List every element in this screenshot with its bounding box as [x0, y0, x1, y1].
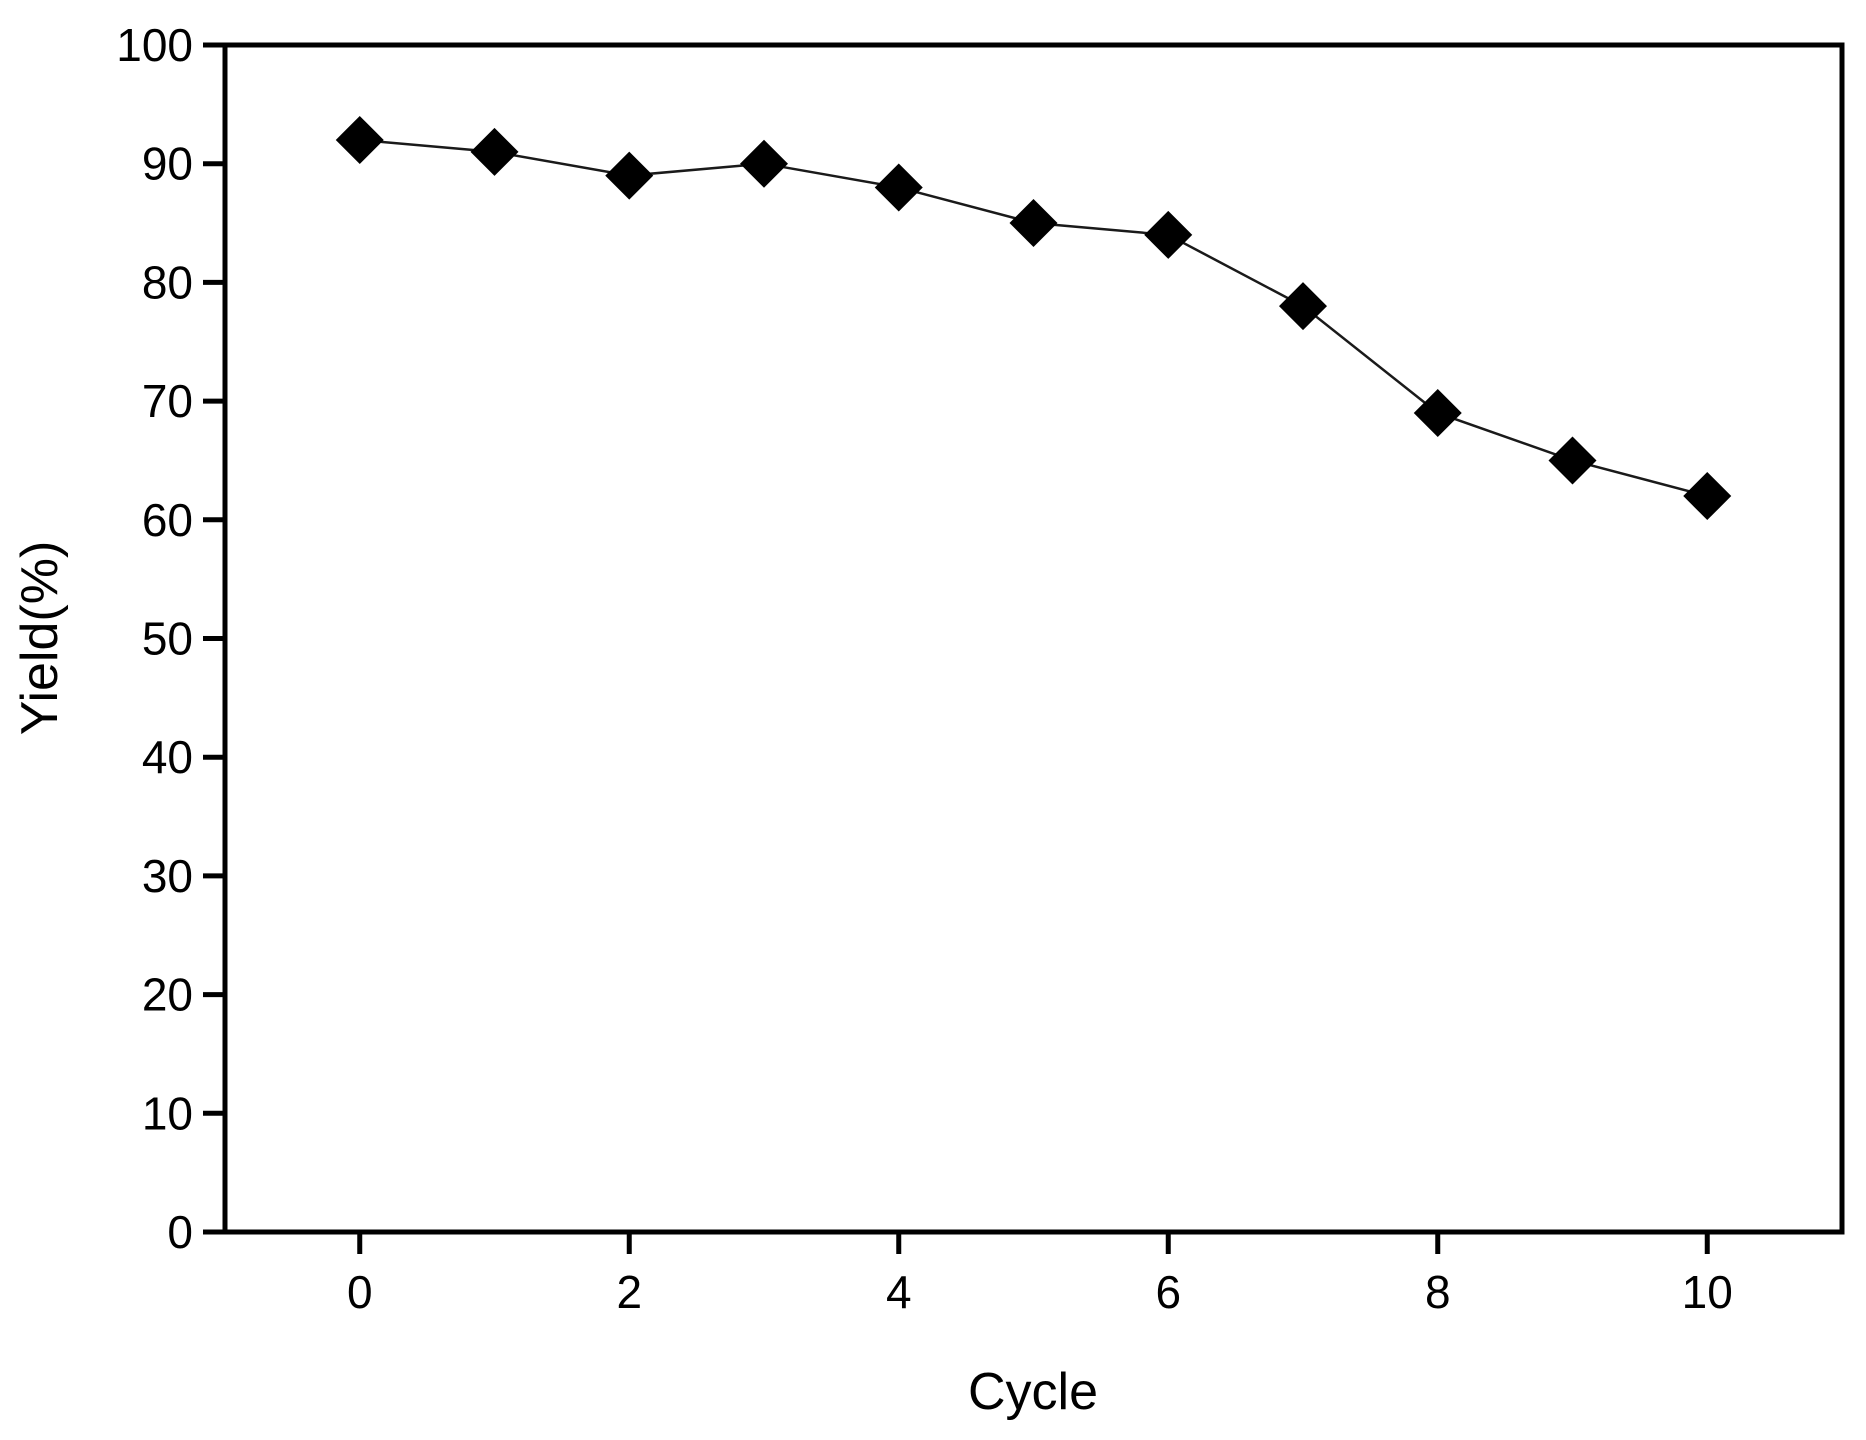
x-tick-label: 10: [1682, 1266, 1733, 1318]
data-point-marker: [1548, 436, 1597, 485]
data-point-marker: [605, 151, 654, 200]
x-axis-title: Cycle: [967, 1363, 1099, 1421]
y-tick-label: 30: [142, 850, 193, 902]
data-point-marker: [1683, 472, 1732, 521]
y-tick-label: 20: [142, 969, 193, 1021]
data-point-marker: [1144, 210, 1193, 259]
x-tick-label: 2: [616, 1266, 642, 1318]
y-tick-label: 0: [167, 1206, 193, 1258]
data-point-marker: [740, 139, 788, 188]
y-tick-label: 80: [142, 256, 193, 308]
x-tick-label: 8: [1425, 1266, 1451, 1318]
data-point-marker: [1279, 282, 1327, 331]
y-tick-label: 10: [142, 1087, 193, 1139]
y-tick-label: 60: [142, 494, 193, 546]
data-point-marker: [874, 163, 923, 212]
x-tick-label: 6: [1155, 1266, 1181, 1318]
y-tick-label: 50: [142, 613, 193, 665]
y-tick-label: 100: [116, 19, 193, 71]
y-tick-label: 40: [142, 731, 193, 783]
x-tick-label: 0: [347, 1266, 373, 1318]
data-point-marker: [1009, 199, 1058, 248]
y-tick-label: 70: [142, 375, 193, 427]
data-point-marker: [1413, 388, 1462, 437]
y-tick-label: 90: [142, 138, 193, 190]
y-axis-title: Yield(%): [11, 540, 69, 736]
data-point-marker: [470, 127, 519, 176]
x-tick-label: 4: [886, 1266, 912, 1318]
data-point-marker: [335, 115, 384, 164]
